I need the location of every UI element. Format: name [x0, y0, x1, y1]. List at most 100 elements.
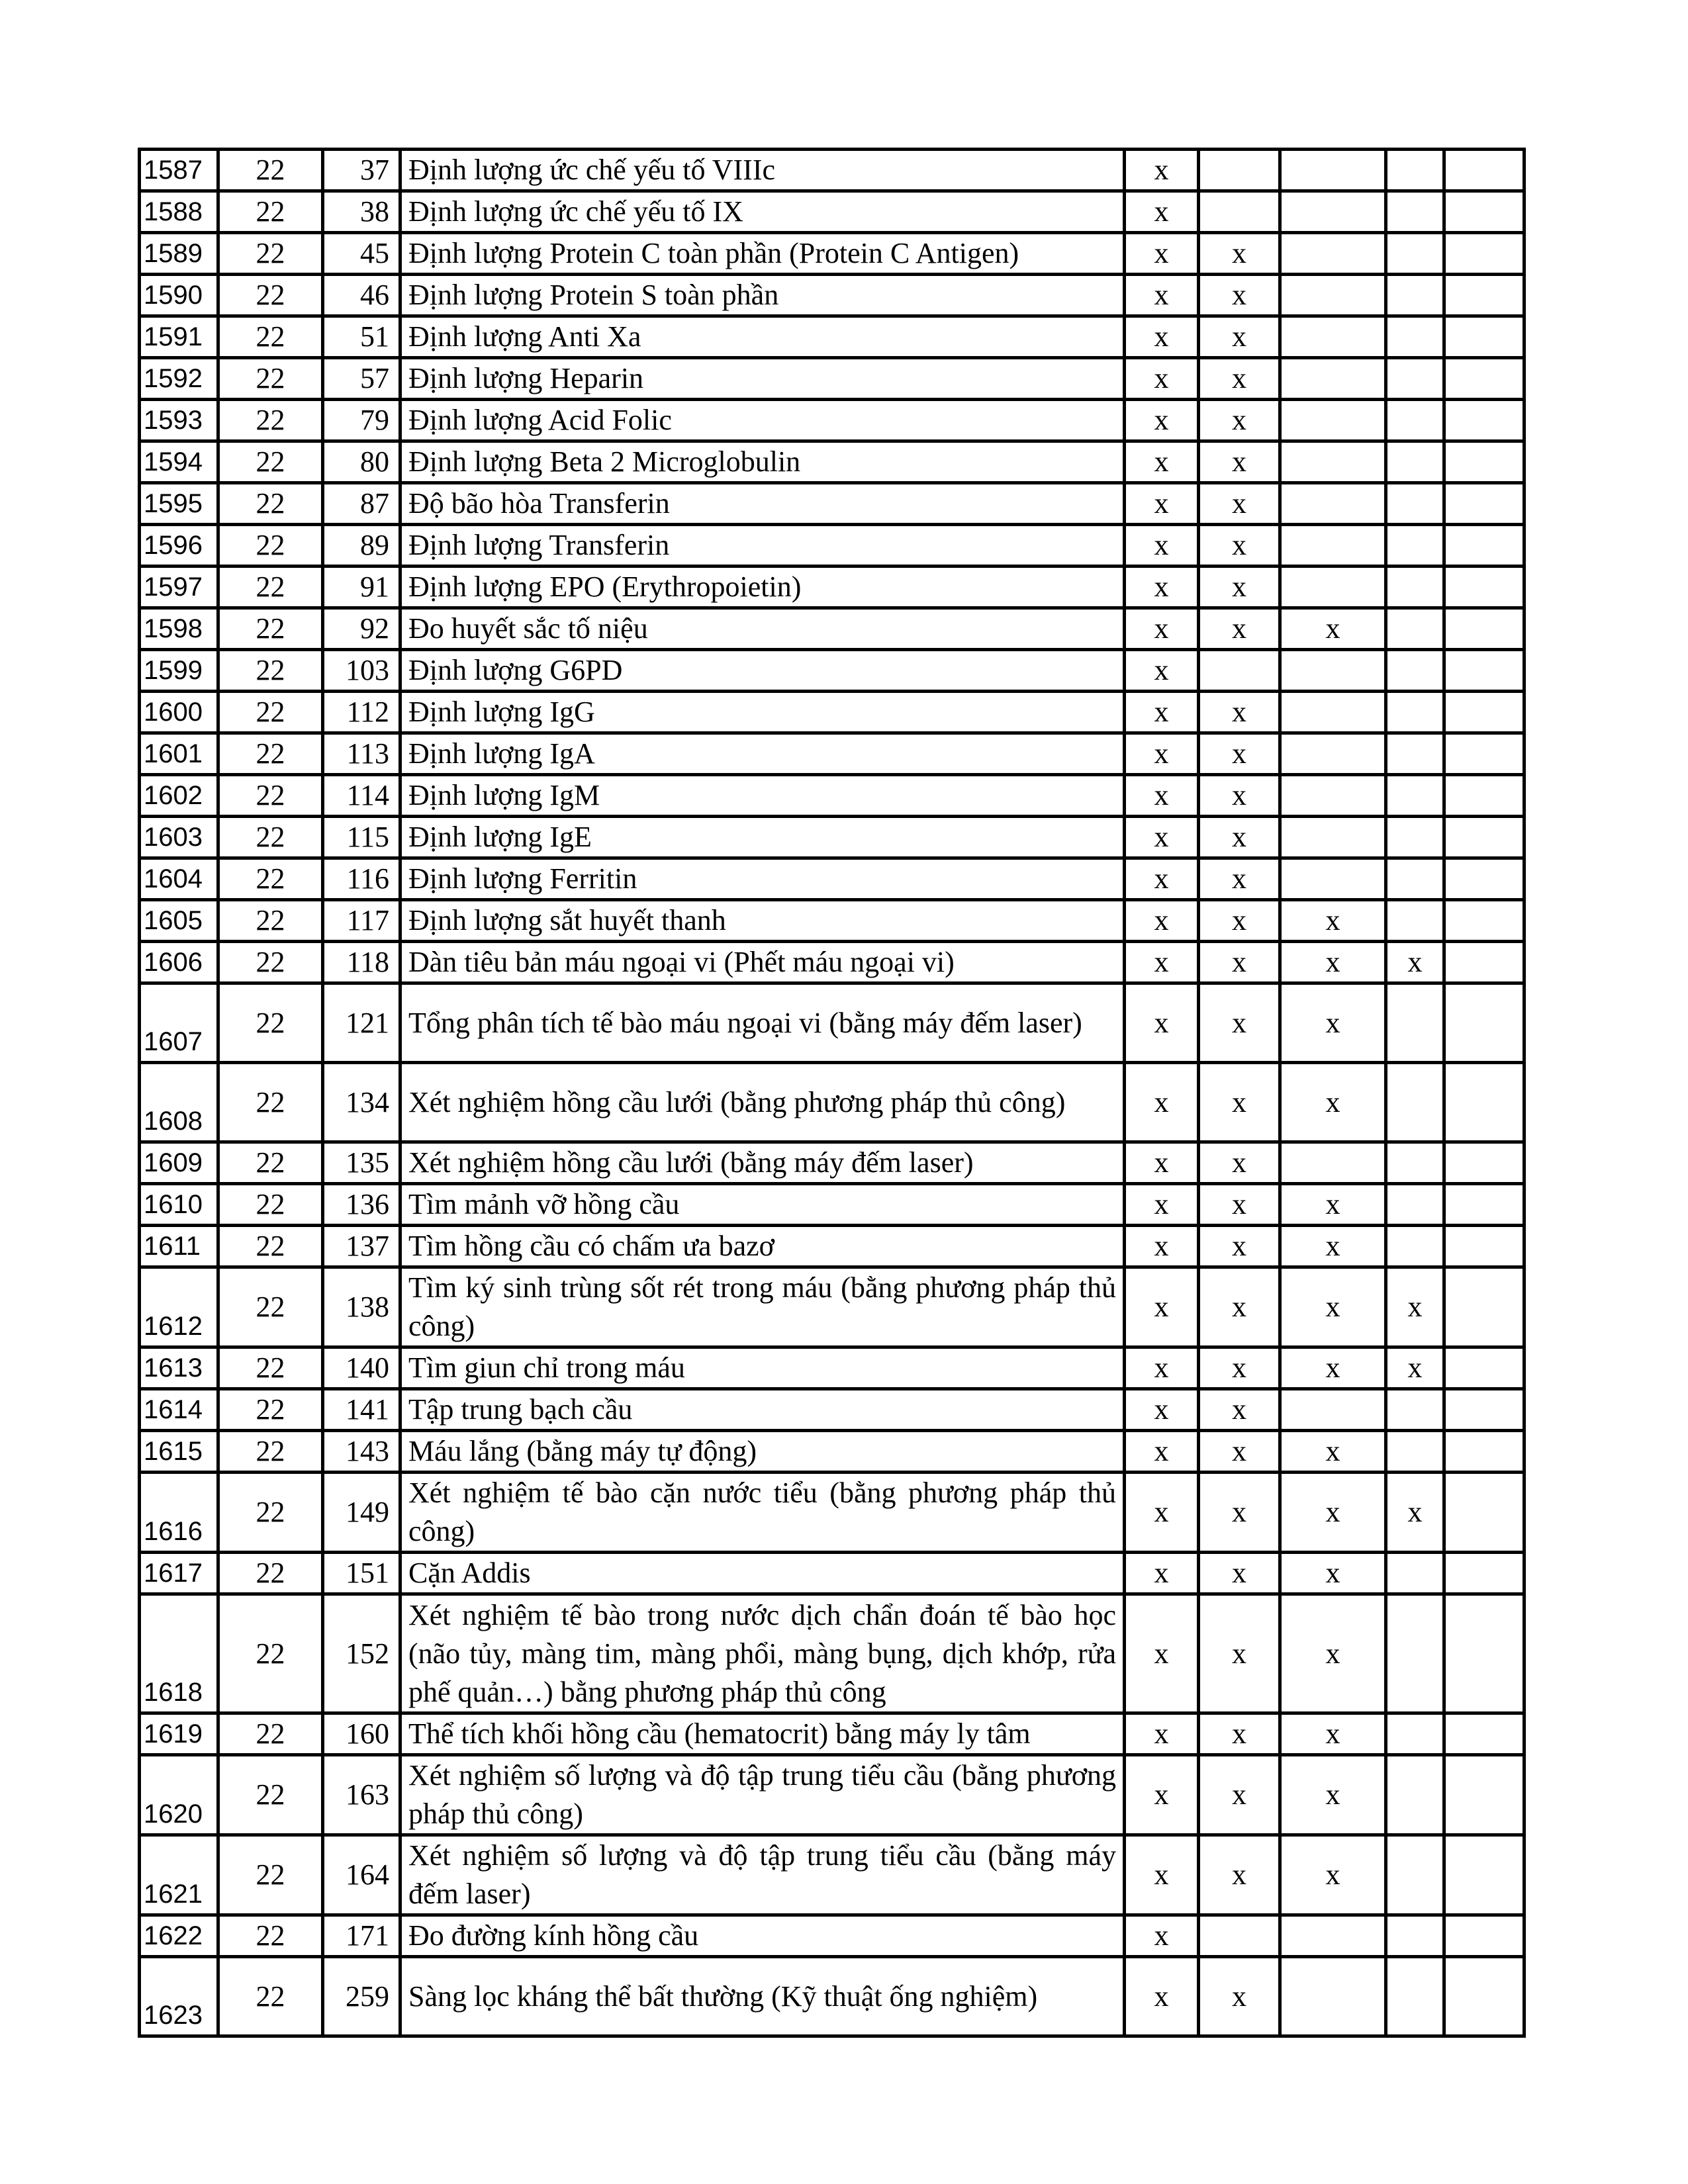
level-mark-3 — [1278, 1955, 1387, 2038]
item-number: 140 — [321, 1345, 402, 1390]
level-mark-4 — [1384, 1061, 1446, 1144]
level-mark-3 — [1278, 565, 1387, 610]
level-mark-1: x — [1123, 1387, 1200, 1432]
table-row: 1596 22 89 Định lượng Transferin x x — [138, 523, 1526, 568]
level-mark-1: x — [1123, 1345, 1200, 1390]
chapter-number: 22 — [216, 189, 324, 234]
table-row: 1595 22 87 Độ bão hòa Transferin x x — [138, 481, 1526, 526]
procedure-name: Tập trung bạch cầu — [399, 1387, 1126, 1432]
level-mark-1: x — [1123, 565, 1200, 610]
procedure-name: Tổng phân tích tế bào máu ngoại vi (bằng… — [399, 981, 1126, 1064]
procedure-name: Định lượng Protein C toàn phần (Protein … — [399, 231, 1126, 276]
level-mark-5 — [1442, 148, 1526, 193]
procedure-name: Đo đường kính hồng cầu — [399, 1913, 1126, 1958]
procedure-name: Dàn tiêu bản máu ngoại vi (Phết máu ngoạ… — [399, 940, 1126, 985]
level-mark-1: x — [1123, 1061, 1200, 1144]
chapter-number: 22 — [216, 898, 324, 943]
row-number: 1597 — [138, 565, 220, 610]
level-mark-2: x — [1197, 1061, 1282, 1144]
level-mark-2: x — [1197, 481, 1282, 526]
level-mark-2: x — [1197, 1429, 1282, 1474]
chapter-number: 22 — [216, 981, 324, 1064]
level-mark-4 — [1384, 1140, 1446, 1185]
row-number: 1595 — [138, 481, 220, 526]
chapter-number: 22 — [216, 940, 324, 985]
chapter-number: 22 — [216, 439, 324, 484]
procedure-name: Định lượng sắt huyết thanh — [399, 898, 1126, 943]
row-number: 1592 — [138, 356, 220, 401]
level-mark-3: x — [1278, 1429, 1387, 1474]
level-mark-3 — [1278, 856, 1387, 901]
table-row: 1610 22 136 Tìm mảnh vỡ hồng cầu x x x — [138, 1182, 1526, 1227]
level-mark-4 — [1384, 1224, 1446, 1269]
level-mark-3: x — [1278, 1592, 1387, 1715]
level-mark-3 — [1278, 731, 1387, 776]
level-mark-1: x — [1123, 314, 1200, 359]
level-mark-3: x — [1278, 1224, 1387, 1269]
chapter-number: 22 — [216, 1429, 324, 1474]
level-mark-3: x — [1278, 981, 1387, 1064]
level-mark-5 — [1442, 565, 1526, 610]
level-mark-2: x — [1197, 1182, 1282, 1227]
table-row: 1604 22 116 Định lượng Ferritin x x — [138, 856, 1526, 901]
level-mark-4 — [1384, 314, 1446, 359]
level-mark-3 — [1278, 439, 1387, 484]
level-mark-2: x — [1197, 773, 1282, 818]
row-number: 1612 — [138, 1265, 220, 1349]
level-mark-3: x — [1278, 1265, 1387, 1349]
table-row: 1602 22 114 Định lượng IgM x x — [138, 773, 1526, 818]
level-mark-2 — [1197, 1913, 1282, 1958]
level-mark-3 — [1278, 356, 1387, 401]
level-mark-2: x — [1197, 1387, 1282, 1432]
level-mark-4 — [1384, 1955, 1446, 2038]
procedure-name: Xét nghiệm tế bào trong nước dịch chẩn đ… — [399, 1592, 1126, 1715]
procedure-name: Định lượng Ferritin — [399, 856, 1126, 901]
level-mark-5 — [1442, 690, 1526, 735]
item-number: 259 — [321, 1955, 402, 2038]
level-mark-3 — [1278, 231, 1387, 276]
level-mark-3: x — [1278, 1182, 1387, 1227]
table-row: 1620 22 163 Xét nghiệm số lượng và độ tập t… — [138, 1753, 1526, 1837]
level-mark-4 — [1384, 1429, 1446, 1474]
level-mark-3 — [1278, 314, 1387, 359]
level-mark-5 — [1442, 1061, 1526, 1144]
chapter-number: 22 — [216, 648, 324, 693]
level-mark-3: x — [1278, 1061, 1387, 1144]
item-number: 143 — [321, 1429, 402, 1474]
chapter-number: 22 — [216, 1182, 324, 1227]
row-number: 1608 — [138, 1061, 220, 1144]
level-mark-4 — [1384, 1182, 1446, 1227]
level-mark-1: x — [1123, 773, 1200, 818]
chapter-number: 22 — [216, 565, 324, 610]
level-mark-5 — [1442, 1955, 1526, 2038]
level-mark-5 — [1442, 606, 1526, 651]
row-number: 1617 — [138, 1551, 220, 1596]
chapter-number: 22 — [216, 1955, 324, 2038]
chapter-number: 22 — [216, 231, 324, 276]
level-mark-4 — [1384, 189, 1446, 234]
level-mark-5 — [1442, 815, 1526, 860]
level-mark-4 — [1384, 1833, 1446, 1917]
row-number: 1610 — [138, 1182, 220, 1227]
chapter-number: 22 — [216, 731, 324, 776]
chapter-number: 22 — [216, 1913, 324, 1958]
procedure-table: 1587 22 37 Định lượng ức chế yếu tố VIIIc x 1… — [138, 148, 1526, 2038]
level-mark-4 — [1384, 439, 1446, 484]
level-mark-2: x — [1197, 1955, 1282, 2038]
chapter-number: 22 — [216, 1471, 324, 1554]
level-mark-2: x — [1197, 231, 1282, 276]
item-number: 118 — [321, 940, 402, 985]
item-number: 51 — [321, 314, 402, 359]
level-mark-2: x — [1197, 523, 1282, 568]
procedure-name: Định lượng Transferin — [399, 523, 1126, 568]
chapter-number: 22 — [216, 481, 324, 526]
level-mark-5 — [1442, 731, 1526, 776]
table-row: 1593 22 79 Định lượng Acid Folic x x — [138, 398, 1526, 443]
level-mark-4: x — [1384, 1265, 1446, 1349]
level-mark-1: x — [1123, 1265, 1200, 1349]
level-mark-1: x — [1123, 1551, 1200, 1596]
level-mark-5 — [1442, 981, 1526, 1064]
item-number: 134 — [321, 1061, 402, 1144]
level-mark-4 — [1384, 648, 1446, 693]
chapter-number: 22 — [216, 690, 324, 735]
